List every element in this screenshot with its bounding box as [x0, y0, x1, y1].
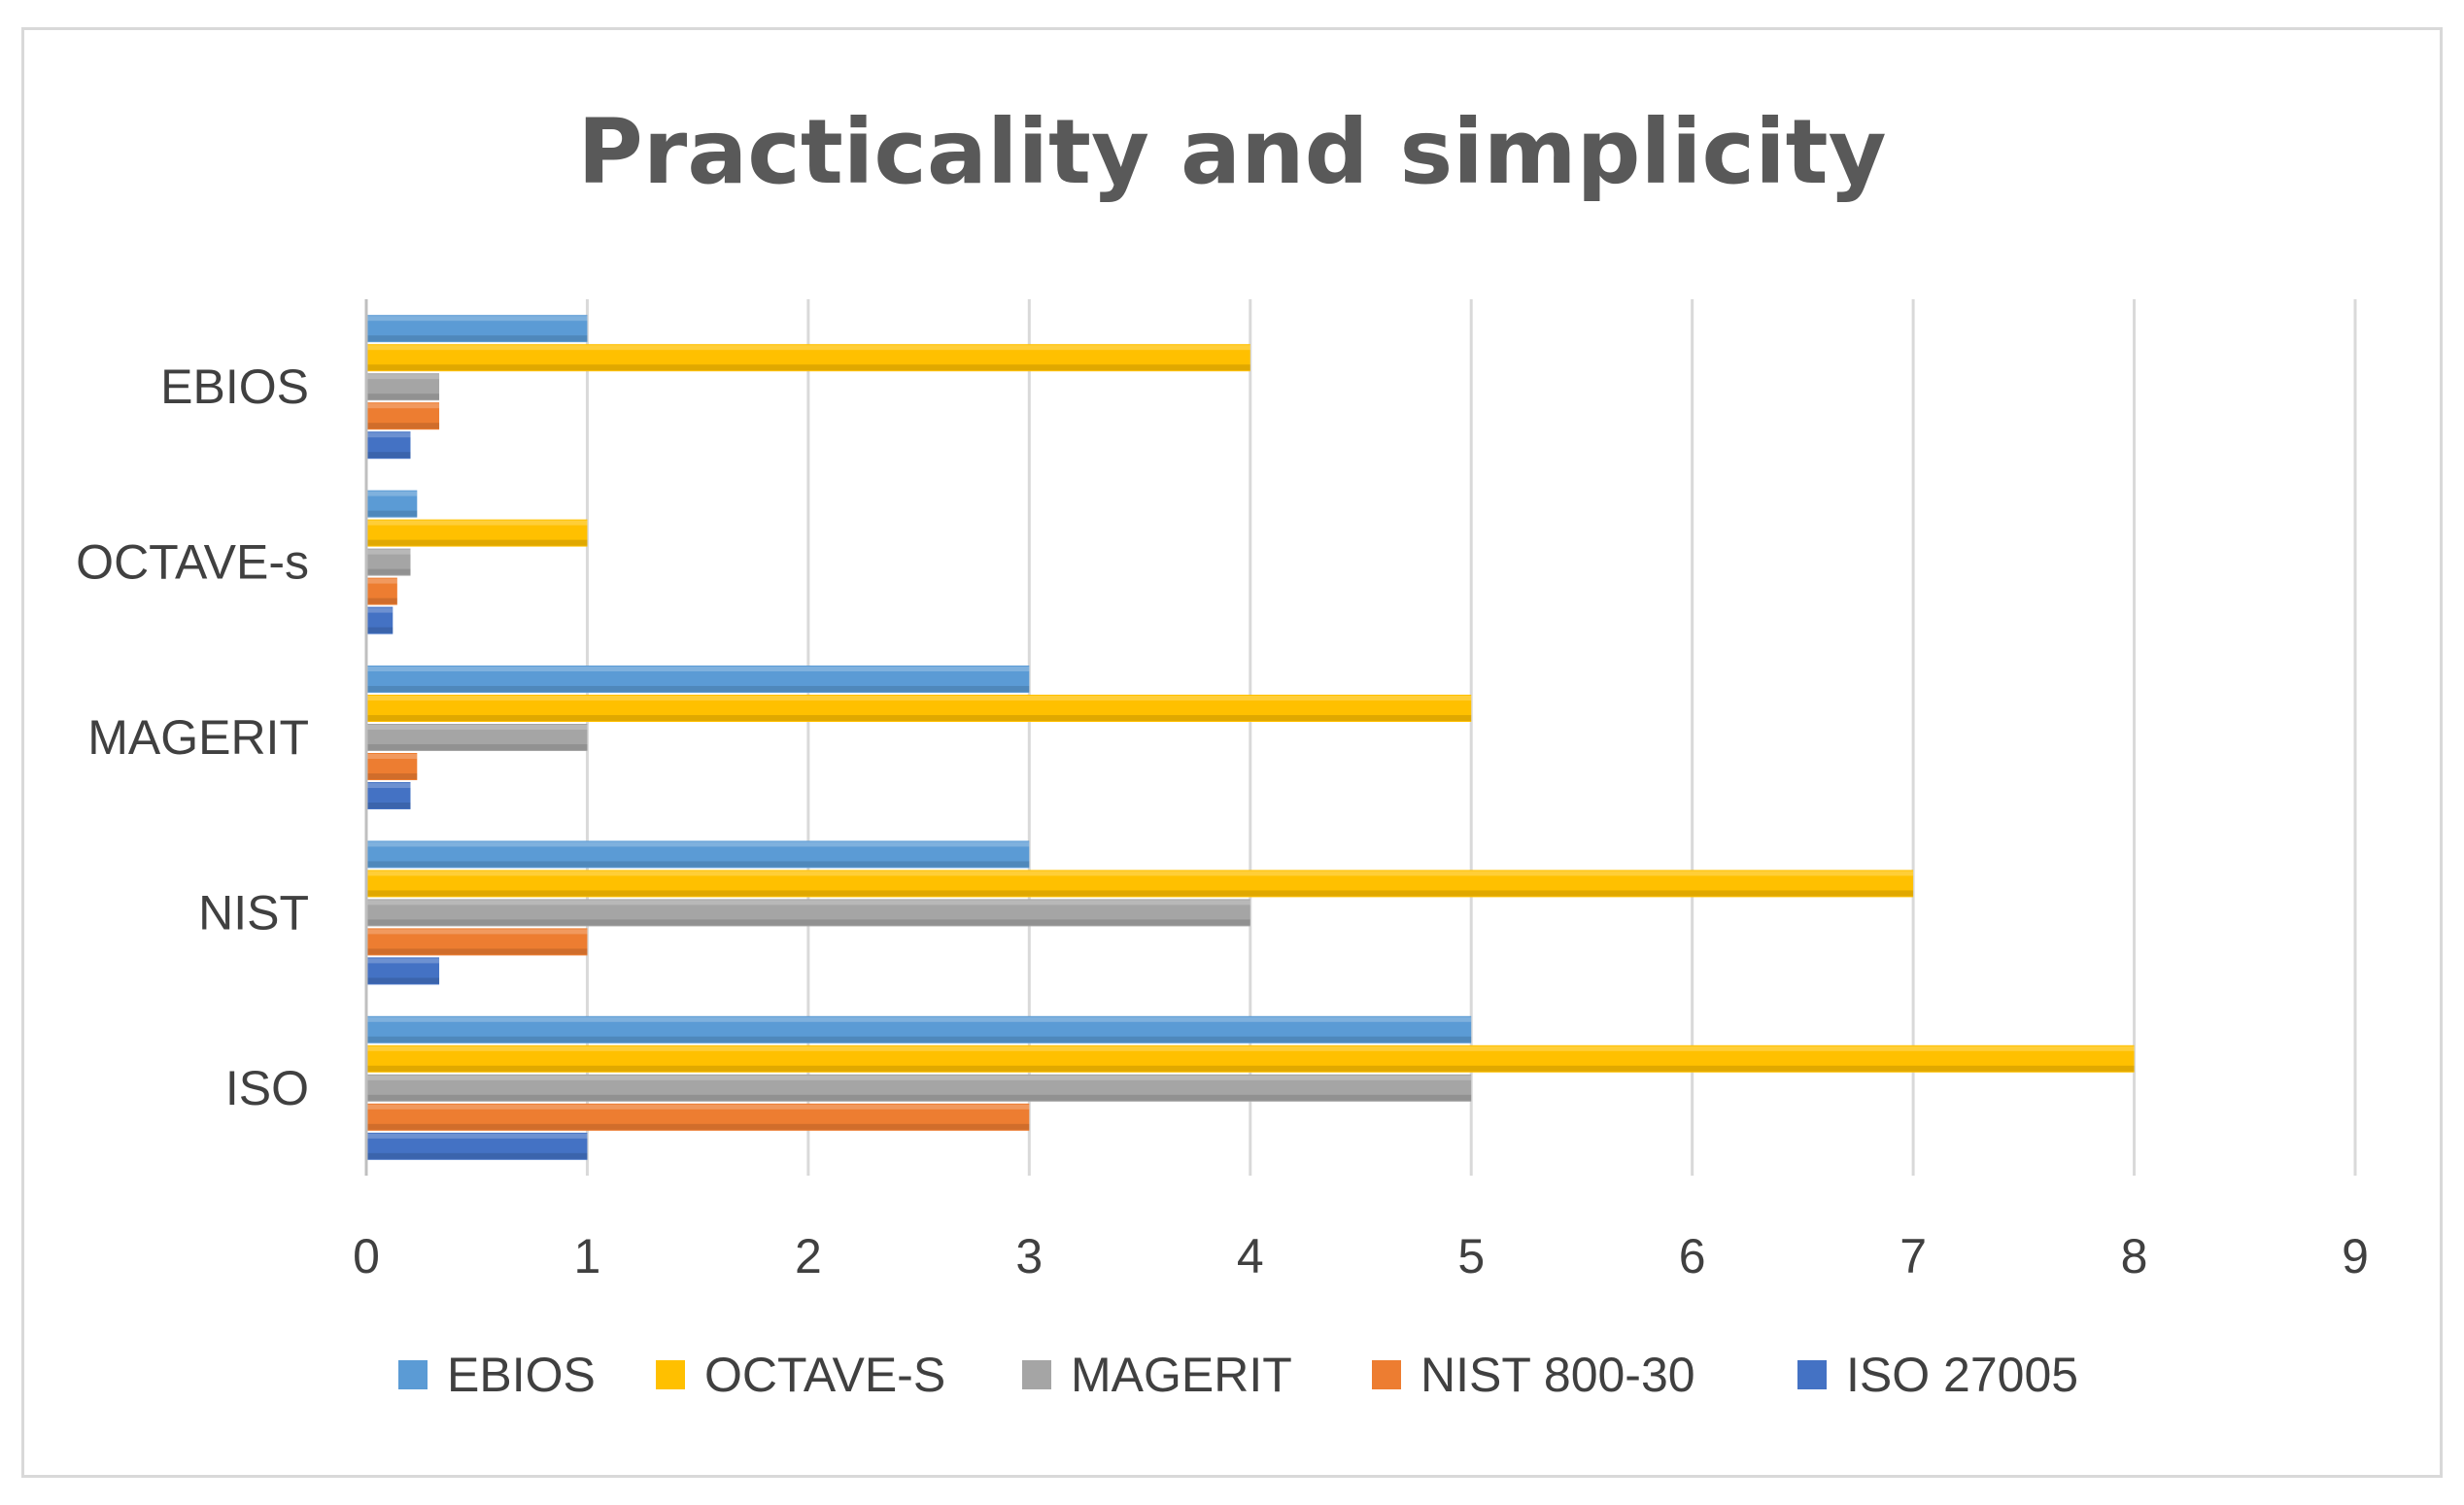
x-tick-label: 5	[1457, 1229, 1485, 1283]
legend-swatch	[1372, 1360, 1401, 1389]
bar-nist-800-30-octave-s	[366, 577, 397, 605]
legend-item-iso-27005: ISO 27005	[1797, 1348, 2078, 1402]
x-tick-label: 0	[353, 1229, 380, 1283]
bar-nist-800-30-nist	[366, 928, 588, 956]
bar-magerit-octave-s	[366, 548, 411, 576]
bar-octave-s-iso	[366, 1044, 2135, 1073]
x-tick-label: 2	[795, 1229, 822, 1283]
bar-magerit-nist	[366, 899, 1250, 927]
legend-swatch	[656, 1360, 685, 1389]
gridlines	[364, 299, 2357, 1176]
x-tick-label: 3	[1015, 1229, 1043, 1283]
axes: 0 1 2 3 4 5 6 7 8 9 ISO NIST MAGERIT OCTAVE-s EBIOS	[76, 299, 2369, 1283]
x-tick-label: 7	[1899, 1229, 1927, 1283]
y-tick-label: NIST	[198, 885, 309, 940]
legend-item-magerit: MAGERIT	[1022, 1348, 1292, 1402]
bar-ebios-octave-s	[366, 490, 418, 518]
x-tick-label: 6	[1679, 1229, 1706, 1283]
legend-swatch	[1797, 1360, 1827, 1389]
chart-title: Practicality and simplicity	[577, 100, 1886, 204]
bar-magerit-iso	[366, 1074, 1472, 1102]
bar-iso-27005-octave-s	[366, 606, 394, 634]
legend-swatch	[1022, 1360, 1051, 1389]
bar-octave-s-nist	[366, 870, 1914, 898]
bars	[366, 315, 2135, 1160]
y-tick-label: MAGERIT	[87, 710, 309, 765]
y-tick-label: OCTAVE-s	[76, 535, 309, 590]
legend: EBIOS OCTAVE-S MAGERIT NIST 800-30 ISO 27005	[398, 1348, 2078, 1402]
bar-iso-27005-magerit	[366, 782, 411, 809]
bar-nist-800-30-iso	[366, 1103, 1030, 1131]
bar-iso-27005-ebios	[366, 431, 411, 460]
legend-item-nist-800-30: NIST 800-30	[1372, 1348, 1695, 1402]
x-tick-label: 8	[2121, 1229, 2148, 1283]
legend-label: NIST 800-30	[1420, 1348, 1695, 1402]
bar-ebios-iso	[366, 1015, 1472, 1043]
legend-item-ebios: EBIOS	[398, 1348, 596, 1402]
bar-nist-800-30-magerit	[366, 753, 418, 780]
legend-label: ISO 27005	[1846, 1348, 2078, 1402]
bar-octave-s-octave-s	[366, 519, 588, 547]
legend-label: EBIOS	[447, 1348, 596, 1402]
bar-octave-s-ebios	[366, 344, 1250, 372]
bar-ebios-ebios	[366, 315, 588, 343]
legend-swatch	[398, 1360, 428, 1389]
legend-label: OCTAVE-S	[704, 1348, 945, 1402]
x-tick-label: 4	[1237, 1229, 1264, 1283]
bar-iso-27005-nist	[366, 957, 440, 985]
chart-frame	[21, 27, 2443, 1478]
x-tick-label: 1	[574, 1229, 601, 1283]
bar-iso-27005-iso	[366, 1132, 588, 1160]
legend-label: MAGERIT	[1071, 1348, 1292, 1402]
bar-ebios-magerit	[366, 666, 1030, 693]
bar-ebios-nist	[366, 840, 1030, 869]
x-tick-label: 9	[2342, 1229, 2369, 1283]
bar-nist-800-30-ebios	[366, 402, 440, 430]
bar-magerit-magerit	[366, 724, 588, 751]
bar-octave-s-magerit	[366, 695, 1472, 722]
y-tick-label: ISO	[225, 1061, 309, 1115]
legend-item-octave-s: OCTAVE-S	[656, 1348, 945, 1402]
bar-magerit-ebios	[366, 373, 440, 401]
y-tick-label: EBIOS	[160, 359, 309, 414]
